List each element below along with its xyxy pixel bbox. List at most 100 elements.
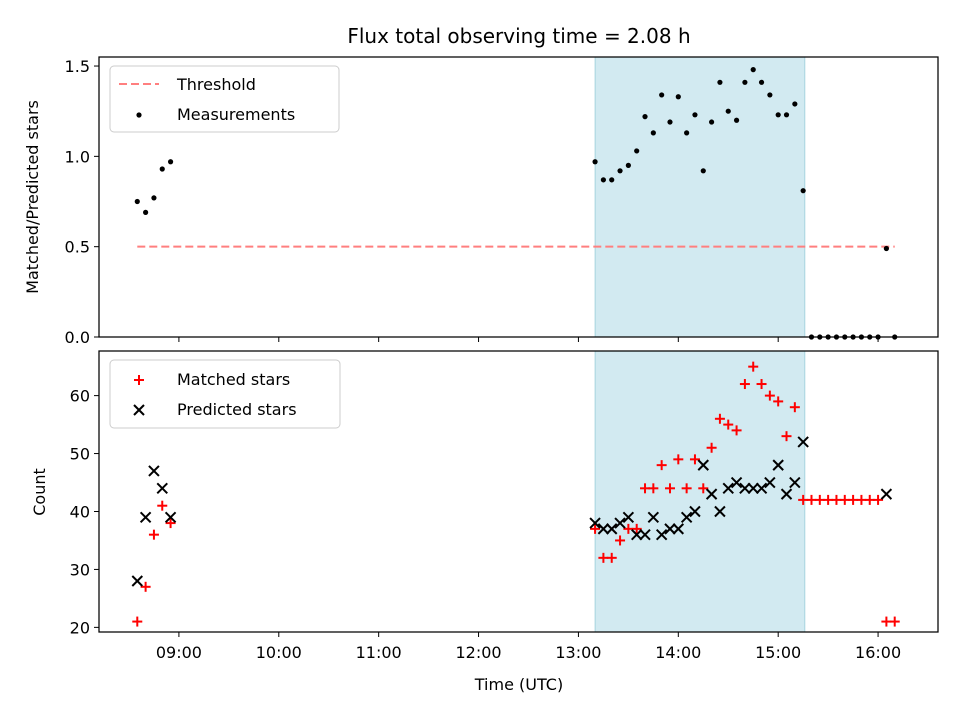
bottom-ytick-label: 50 (70, 445, 90, 464)
top-ytick-label: 0.5 (65, 238, 90, 257)
legend-matched-marker (134, 375, 144, 385)
measurement-point (667, 119, 673, 125)
bottom-ytick-label: 20 (70, 618, 90, 637)
top-chart: Flux total observing time = 2.08 h 0.0 0.… (23, 24, 939, 347)
top-axes-frame (98, 56, 939, 338)
measurement-point (700, 168, 706, 174)
predicted-star-point (772, 459, 784, 471)
matched-star-point (739, 379, 750, 390)
predicted-star-point (131, 575, 143, 587)
legend-predicted-marker (133, 404, 145, 416)
matched-star-point (789, 402, 800, 413)
top-ytick-label: 1.0 (65, 147, 90, 166)
measurement-point (642, 114, 648, 120)
measurement-point (592, 159, 598, 165)
measurement-point (758, 79, 765, 85)
measurement-point (775, 112, 781, 118)
predicted-star-point (747, 482, 759, 495)
predicted-star-point (764, 476, 776, 489)
matched-star-point (656, 460, 667, 471)
measurement-point (783, 112, 790, 118)
matched-star-point (615, 535, 626, 546)
legend-matched-label: Matched stars (177, 370, 290, 389)
top-legend: Threshold Measurements (109, 65, 340, 133)
predicted-star-point (139, 511, 152, 523)
measurement-point (709, 119, 715, 125)
measurement-point (733, 117, 740, 123)
top-y-axis-label: Matched/Predicted stars (23, 100, 42, 294)
predicted-star-point (148, 465, 160, 477)
legend-threshold-label: Threshold (176, 75, 256, 94)
matched-star-point (673, 454, 684, 465)
bottom-legend: Matched stars Predicted stars (109, 359, 341, 429)
matched-star-point (165, 518, 176, 529)
matched-star-point (140, 581, 151, 592)
matched-star-point (681, 483, 692, 494)
xtick-label: 11:00 (356, 643, 402, 662)
measurement-point (617, 168, 623, 174)
matched-star-point (648, 483, 659, 494)
predicted-star-point (680, 511, 693, 523)
xtick-label: 09:00 (156, 643, 202, 662)
matched-star-point (873, 494, 884, 505)
matched-star-point (706, 442, 717, 453)
predicted-star-point (647, 511, 660, 523)
xtick-label: 16:00 (855, 643, 901, 662)
measurement-point (675, 94, 681, 100)
top-ytick-label: 0.0 (65, 328, 90, 347)
measurement-point (792, 101, 798, 107)
legend-matched-swatch (134, 375, 144, 385)
predicted-star-point (689, 505, 701, 518)
legend-measurements-label: Measurements (177, 105, 295, 124)
bottom-legend-box (109, 359, 341, 429)
predicted-star-point (614, 517, 626, 529)
predicted-star-point (714, 505, 726, 518)
matched-star-point (773, 396, 784, 407)
predicted-star-point (797, 436, 809, 448)
predicted-star-point (156, 482, 168, 495)
bottom-ytick-label: 30 (70, 560, 90, 579)
predicted-star-point (880, 488, 893, 500)
measurement-point (767, 92, 773, 98)
bottom-chart: 20 30 40 50 60 09:00 10:00 11:00 12:00 13:00 14:0… (30, 350, 939, 694)
measurement-point (717, 79, 723, 85)
predicted-star-point (780, 488, 793, 500)
measurement-point (143, 209, 149, 215)
matched-star-point (889, 616, 900, 627)
bottom-ytick-label: 60 (70, 387, 90, 406)
measurement-point (692, 112, 698, 118)
measurement-point (134, 198, 140, 205)
legend-measurements-swatch (136, 112, 142, 118)
measurement-point (800, 188, 806, 194)
measurement-point (659, 92, 665, 98)
matched-star-point (748, 361, 759, 372)
bottom-ytick-label: 40 (70, 502, 90, 521)
matched-star-point (148, 529, 159, 540)
measurement-point (167, 159, 174, 165)
bottom-y-axis-label: Count (30, 468, 49, 516)
matched-star-point (698, 483, 709, 494)
predicted-star-point (730, 476, 743, 489)
top-ytick-label: 1.5 (65, 57, 90, 76)
matched-star-point (781, 431, 792, 442)
matched-star-point (756, 379, 767, 390)
predicted-star-point (164, 511, 177, 523)
predicted-star-point (597, 523, 610, 535)
matched-star-point (664, 483, 675, 494)
measurement-point (684, 130, 690, 136)
legend-predicted-swatch (133, 404, 145, 416)
measurement-point (650, 130, 656, 136)
predicted-star-point (722, 482, 734, 495)
matched-star-point (689, 454, 700, 465)
predicted-star-point (630, 528, 643, 541)
matched-star-point (606, 552, 617, 563)
top-observing-band (594, 56, 806, 338)
matched-star-point (723, 419, 734, 430)
measurement-point (750, 67, 756, 73)
chart-title: Flux total observing time = 2.08 h (347, 24, 690, 48)
matched-star-point (731, 425, 742, 436)
measurement-point (159, 166, 165, 172)
xtick-label: 14:00 (655, 643, 701, 662)
xtick-label: 13:00 (555, 643, 601, 662)
